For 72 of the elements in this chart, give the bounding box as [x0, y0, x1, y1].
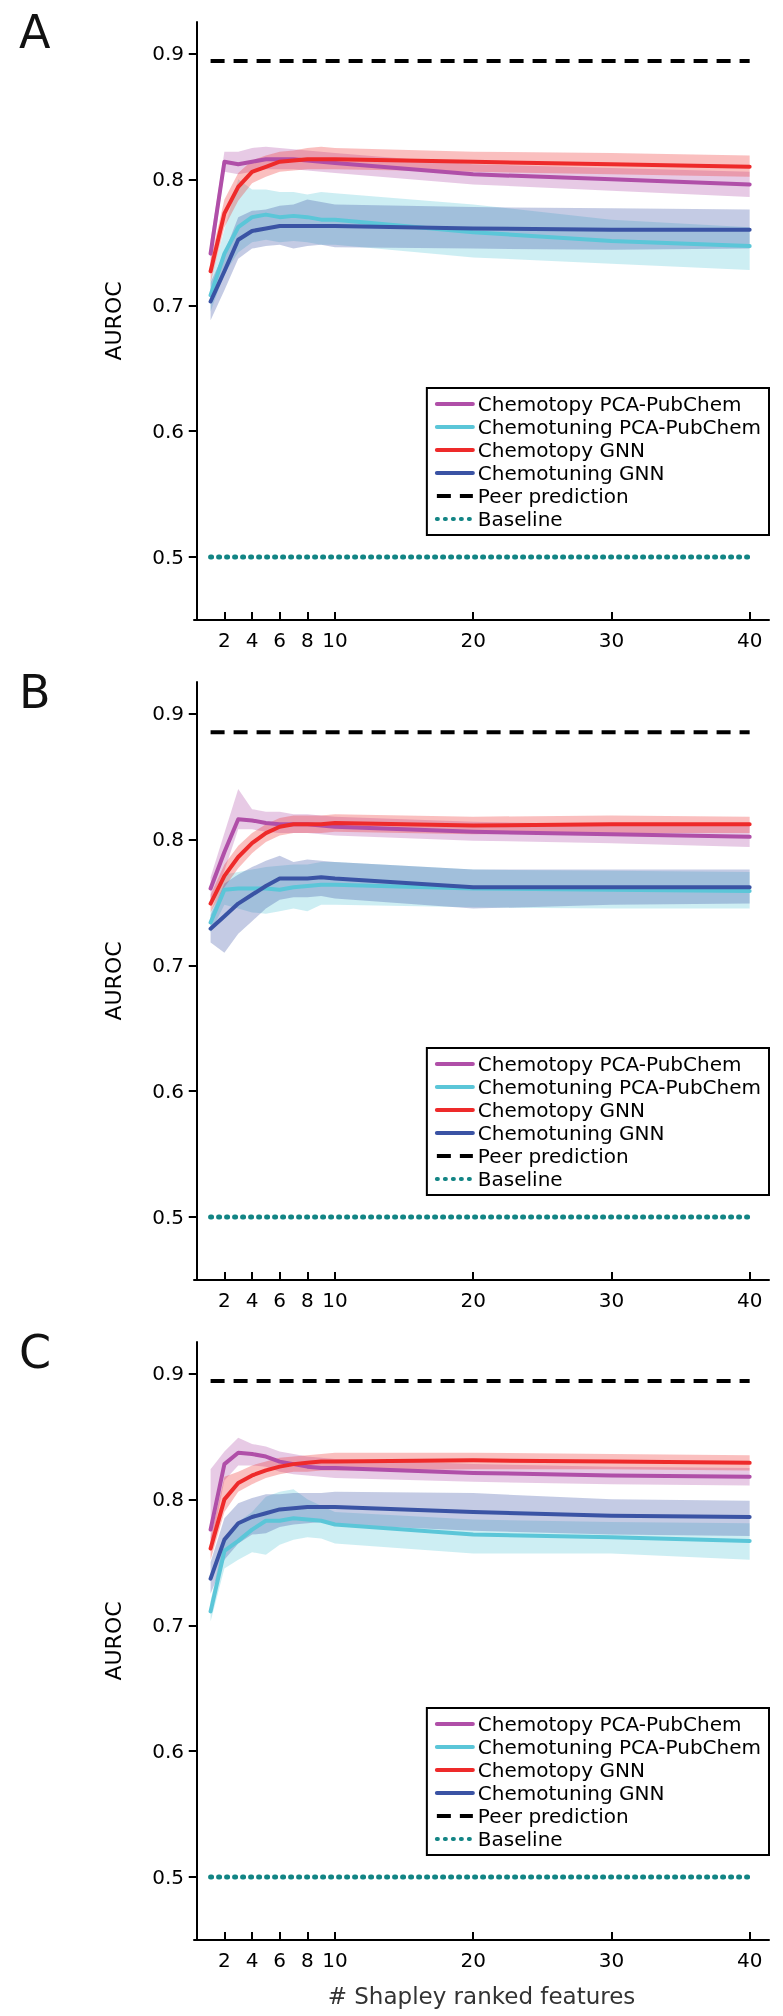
- legend-label: Chemotopy PCA-PubChem: [477, 392, 742, 416]
- chart-title: C: [19, 1325, 52, 1379]
- x-tick-label: 8: [300, 1288, 314, 1312]
- legend-label: Chemotopy GNN: [477, 438, 645, 462]
- y-tick-label: 0.7: [152, 953, 184, 978]
- legend-label: Peer prediction: [477, 484, 629, 508]
- legend-label: Chemotuning PCA-PubChem: [477, 1735, 762, 1759]
- y-axis-title: AUROC: [100, 281, 126, 361]
- y-tick-label: 0.8: [152, 1487, 184, 1512]
- y-tick-label: 0.7: [152, 1613, 184, 1638]
- y-tick-label: 0.9: [152, 1361, 184, 1386]
- x-tick-label: 2: [218, 1288, 231, 1312]
- y-tick-label: 0.8: [152, 827, 184, 852]
- y-tick-label: 0.6: [152, 1079, 184, 1104]
- x-tick-label: 20: [460, 628, 486, 652]
- line-series: [208, 817, 752, 891]
- legend-label: Chemotuning PCA-PubChem: [477, 415, 762, 439]
- x-tick-label: 2: [218, 1948, 231, 1972]
- y-tick-label: 0.8: [152, 167, 184, 192]
- line-series: [208, 1516, 752, 1614]
- line-series: [208, 212, 752, 298]
- x-tick-label: 4: [245, 628, 259, 652]
- x-axis-title: # Shapley ranked features: [327, 1982, 636, 2009]
- y-tick-label: 0.9: [152, 41, 184, 66]
- x-tick-label: 6: [273, 628, 287, 652]
- legend-label: Chemotopy PCA-PubChem: [477, 1712, 742, 1736]
- y-tick-label: 0.5: [152, 1865, 184, 1890]
- y-tick-label: 0.9: [152, 701, 184, 726]
- legend-label: Chemotuning GNN: [477, 1121, 665, 1145]
- line-series: [208, 1504, 752, 1581]
- legend-label: Chemotopy GNN: [477, 1098, 645, 1122]
- x-tick-label: 8: [300, 628, 314, 652]
- y-tick-label: 0.6: [152, 419, 184, 444]
- x-tick-label: 8: [300, 1948, 314, 1972]
- x-tick-label: 6: [273, 1288, 287, 1312]
- line-series: [208, 875, 752, 931]
- x-tick-label: 2: [218, 628, 231, 652]
- x-tick-label: 30: [598, 628, 625, 652]
- legend-label: Baseline: [477, 1827, 563, 1851]
- x-tick-label: 40: [736, 1288, 763, 1312]
- x-tick-label: 30: [598, 1288, 625, 1312]
- legend-label: Chemotuning PCA-PubChem: [477, 1075, 762, 1099]
- line-series: [208, 223, 752, 304]
- y-tick-label: 0.5: [152, 1205, 184, 1230]
- x-tick-label: 10: [322, 628, 348, 652]
- x-tick-label: 20: [460, 1948, 486, 1972]
- x-tick-label: 40: [736, 1948, 763, 1972]
- y-tick-label: 0.5: [152, 545, 184, 570]
- legend-label: Peer prediction: [477, 1144, 629, 1168]
- legend-label: Chemotuning GNN: [477, 1781, 665, 1805]
- y-tick-label: 0.7: [152, 293, 184, 318]
- x-tick-label: 10: [322, 1948, 348, 1972]
- legend-label: Chemotopy GNN: [477, 1758, 645, 1782]
- x-tick-label: 6: [273, 1948, 287, 1972]
- x-tick-label: 30: [598, 1948, 625, 1972]
- y-tick-label: 0.6: [152, 1739, 184, 1764]
- x-tick-label: 20: [460, 1288, 486, 1312]
- legend-label: Baseline: [477, 1167, 563, 1191]
- chart-title: B: [19, 665, 51, 719]
- legend-label: Chemotopy PCA-PubChem: [477, 1052, 742, 1076]
- legend-label: Baseline: [477, 507, 563, 531]
- legend-label: Peer prediction: [477, 1804, 629, 1828]
- legend-label: Chemotuning GNN: [477, 461, 665, 485]
- x-tick-label: 4: [245, 1288, 259, 1312]
- x-tick-label: 10: [322, 1288, 348, 1312]
- y-axis-title: AUROC: [100, 941, 126, 1021]
- chart-title: A: [19, 5, 51, 59]
- line-series: [208, 157, 752, 256]
- x-tick-label: 40: [736, 628, 763, 652]
- y-axis-title: AUROC: [100, 1601, 126, 1681]
- line-series: [208, 1450, 752, 1532]
- x-tick-label: 4: [245, 1948, 259, 1972]
